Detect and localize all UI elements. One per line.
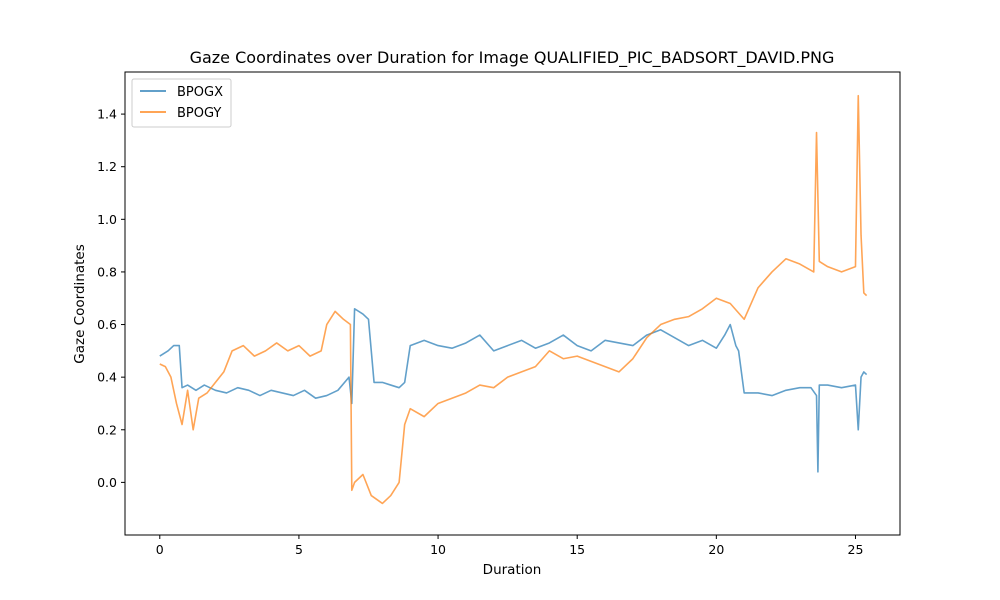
y-tick-label: 0.4 [97,370,117,385]
y-tick-label: 1.2 [97,159,117,174]
y-axis-label: Gaze Coordinates [72,244,88,363]
y-tick-label: 0.6 [97,317,117,332]
y-axis: 0.0 0.2 0.4 0.6 0.8 1.0 1.2 1.4 [97,107,125,490]
y-tick-label: 1.0 [97,212,117,227]
legend-label-bpogy: BPOGY [177,106,221,121]
series-line-bpogx [159,307,868,473]
series-layer [159,94,868,505]
x-tick-label: 10 [430,542,446,557]
y-tick-label: 0.8 [97,264,117,279]
chart-title: Gaze Coordinates over Duration for Image… [190,48,835,68]
x-axis-label: Duration [483,562,542,578]
x-tick-label: 0 [156,542,164,557]
x-tick-label: 25 [848,542,864,557]
x-tick-label: 5 [295,542,303,557]
y-tick-label: 1.4 [97,107,117,122]
x-tick-label: 20 [708,542,724,557]
x-tick-label: 15 [569,542,585,557]
y-tick-label: 0.2 [97,422,117,437]
legend: BPOGX BPOGY [131,78,232,128]
plot-area [124,71,901,536]
series-line-bpogy [159,94,868,505]
x-axis: 0 5 10 15 20 25 [156,535,864,557]
plot-frame [124,71,901,536]
legend-label-bpogx: BPOGX [177,85,223,100]
y-tick-label: 0.0 [97,475,117,490]
